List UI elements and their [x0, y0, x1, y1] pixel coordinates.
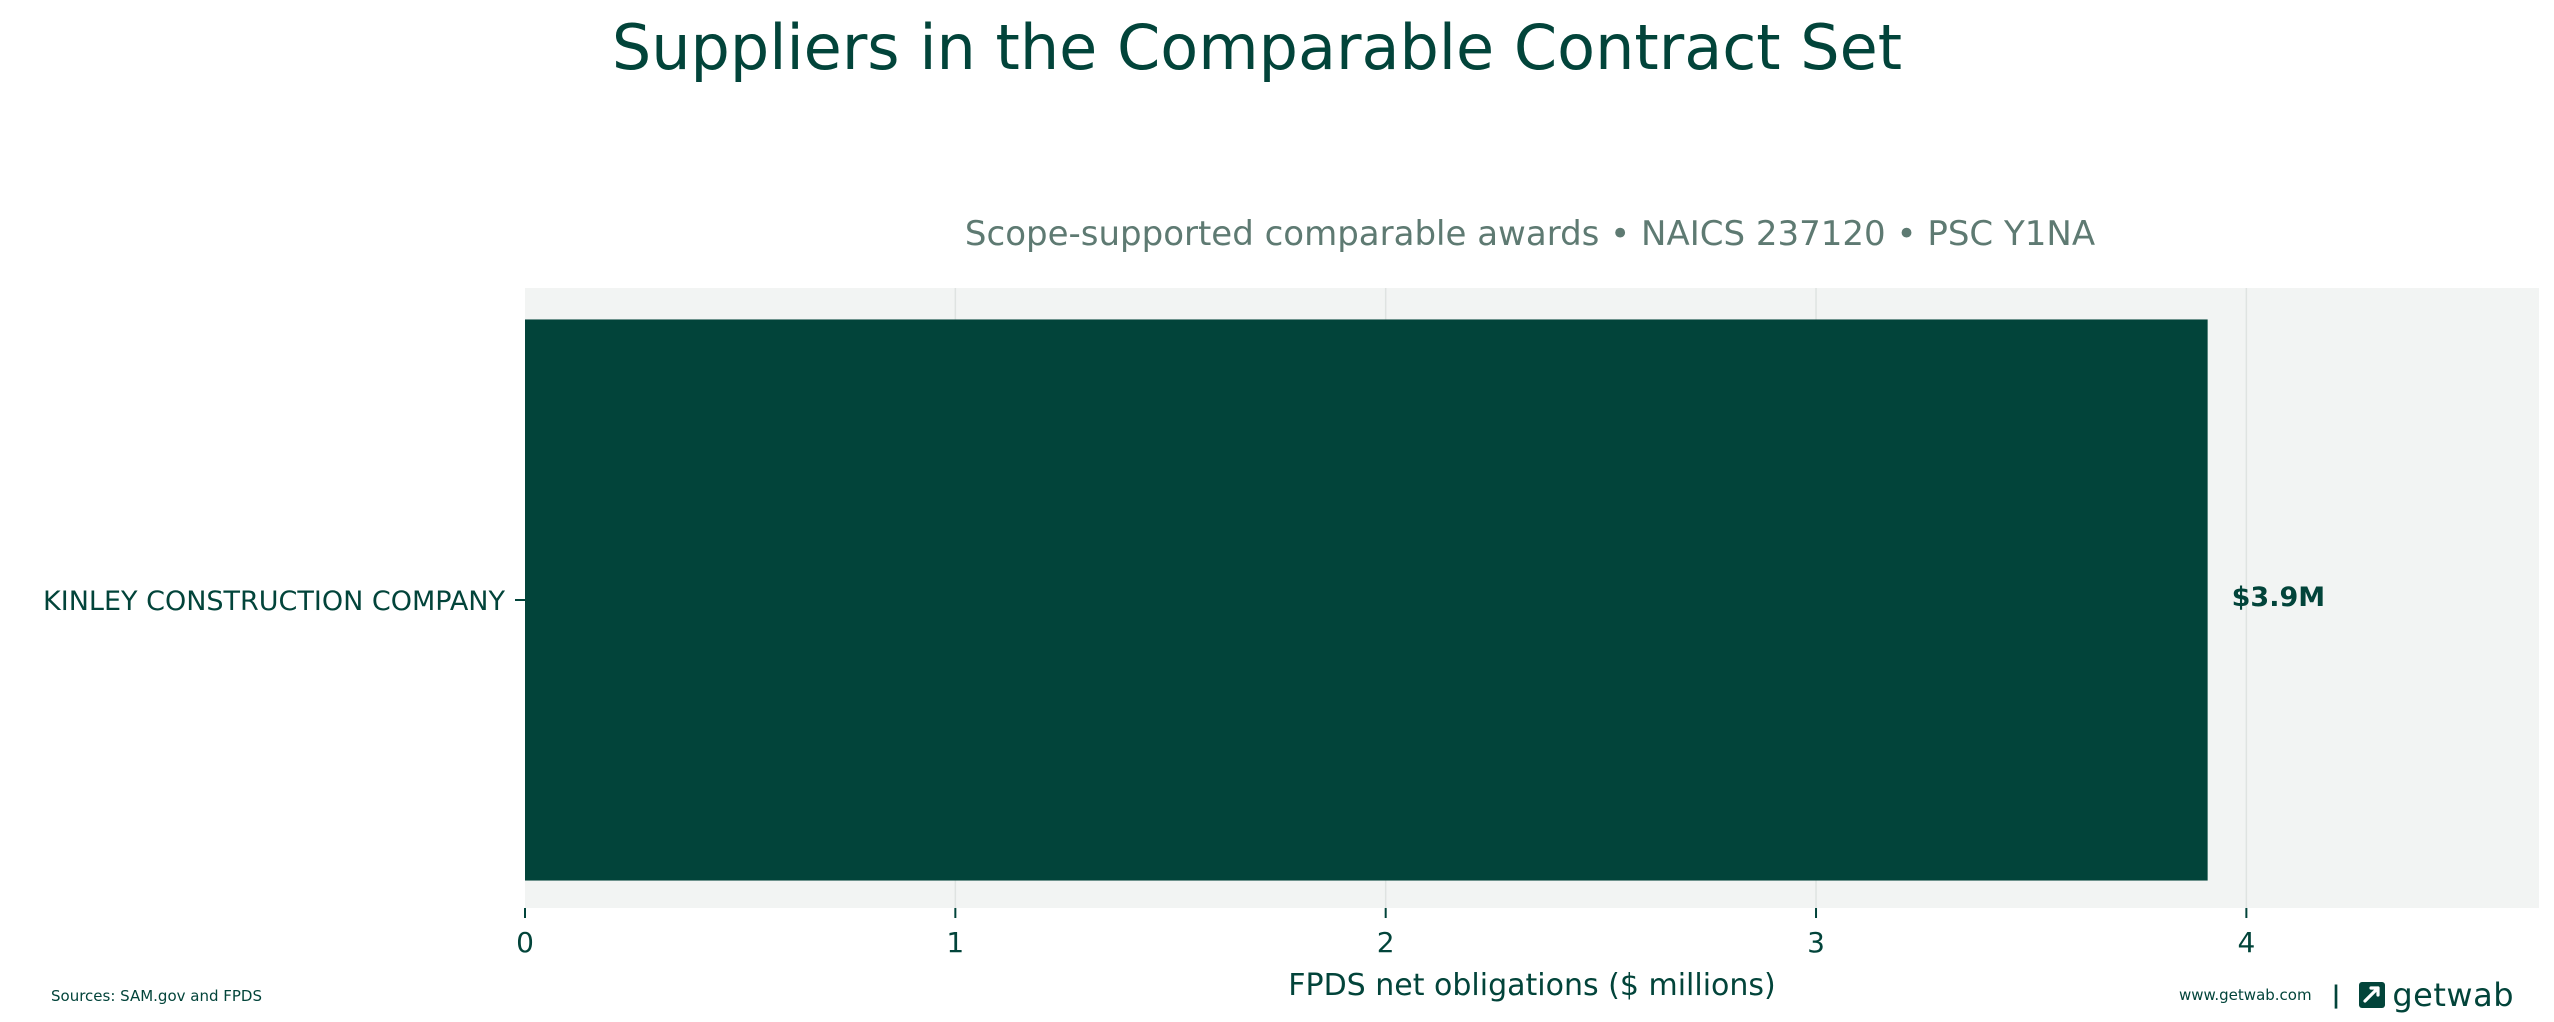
chart-title: Suppliers in the Comparable Contract Set [611, 11, 1903, 84]
y-axis-labels: KINLEY CONSTRUCTION COMPANY [43, 586, 525, 617]
y-tick-label: KINLEY CONSTRUCTION COMPANY [43, 586, 505, 617]
bar [525, 319, 2208, 881]
x-axis-ticks: 0 1 2 3 4 [516, 908, 2255, 959]
website-link[interactable]: www.getwab.com [2178, 986, 2312, 1004]
x-tick-label: 0 [516, 926, 534, 959]
x-axis-label: FPDS net obligations ($ millions) [1288, 968, 1776, 1003]
sources-note: Sources: SAM.gov and FPDS [51, 987, 263, 1005]
x-tick-label: 2 [1377, 926, 1395, 959]
x-tick-label: 1 [946, 926, 964, 959]
getwab-logo-icon [2359, 982, 2386, 1008]
bars: $3.9M [525, 319, 2326, 881]
x-tick-label: 3 [1807, 926, 1825, 959]
x-tick-label: 4 [2237, 926, 2255, 959]
brand-name: getwab [2392, 976, 2514, 1014]
brand-logo: getwab [2358, 976, 2514, 1014]
chart-subtitle: Scope-supported comparable awards • NAIC… [965, 214, 2095, 254]
footer-branding: www.getwab.com | getwab [2178, 976, 2514, 1014]
footer-separator: | [2331, 981, 2341, 1009]
bar-value-label: $3.9M [2232, 582, 2326, 613]
